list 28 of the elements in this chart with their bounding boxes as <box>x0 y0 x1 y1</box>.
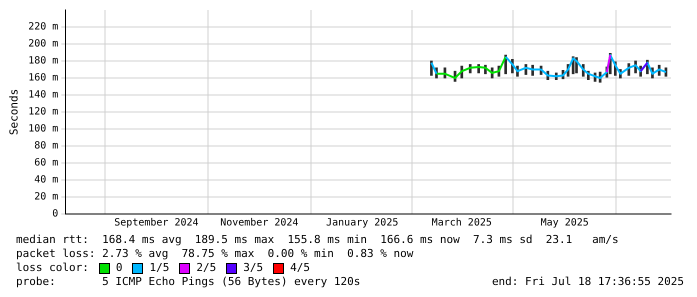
y-tick-label: 220 m <box>28 22 58 33</box>
x-tick-label: March 2025 <box>432 218 492 229</box>
x-tick-label: November 2024 <box>220 218 298 229</box>
x-tick-label: September 2024 <box>114 218 199 229</box>
x-tick-label: January 2025 <box>326 218 398 229</box>
y-tick-label: 60 m <box>34 158 58 169</box>
legend-label: 0 <box>116 261 122 275</box>
text: end: Fri Jul 18 17:36:55 2025 <box>492 275 684 289</box>
y-tick-label: 80 m <box>34 140 58 152</box>
y-tick-label: 40 m <box>34 174 58 186</box>
text: probe: 5 ICMP Echo Pings (56 Bytes) every 120s <box>16 275 360 289</box>
legend-title: loss color: <box>16 261 89 275</box>
text: packet loss: 2.73 % avg 78.75 % max 0.00 % min 0.83 % now <box>16 247 414 261</box>
y-tick-label: 140 m <box>28 90 58 101</box>
y-tick-label: 120 m <box>28 106 58 118</box>
y-tick-label: 180 m <box>28 56 58 67</box>
x-tick-label: May 2025 <box>540 218 589 229</box>
legend-label: 3/5 <box>243 261 264 275</box>
y-tick-label: 200 m <box>28 38 58 50</box>
y-tick-label: 0 <box>52 208 58 220</box>
legend-label: 1/5 <box>149 261 170 275</box>
y-tick-label: 160 m <box>28 72 58 84</box>
legend-label: 4/5 <box>290 261 310 275</box>
y-axis-title: Seconds <box>7 88 20 136</box>
y-tick-label: 100 m <box>28 124 58 135</box>
text: median rtt: 168.4 ms avg 189.5 ms max 155.8 ms min 166.6 ms now 7.3 ms sd 23.1 am/s <box>16 233 619 247</box>
legend-label: 2/5 <box>196 261 216 275</box>
y-tick-label: 20 m <box>34 192 58 203</box>
